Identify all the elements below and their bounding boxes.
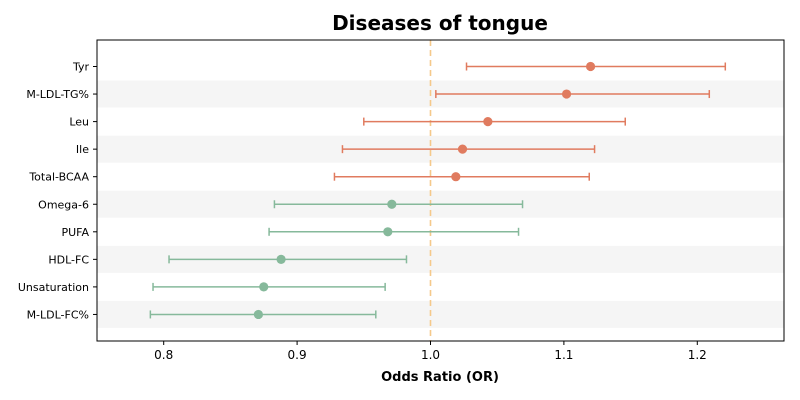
point-estimate [457, 144, 468, 154]
y-tick-label: Unsaturation [18, 281, 89, 294]
point-estimate [451, 172, 461, 182]
x-tick-label: 1.2 [688, 348, 707, 362]
point-estimate [383, 227, 393, 237]
y-tick-labels: Tyr M-LDL-TG% Leu Ile Total-BCAA Omega-6 PUFA H… [18, 61, 97, 321]
y-tick-label: HDL-FC [48, 253, 89, 266]
forest-row [341, 144, 596, 154]
y-tick-label: PUFA [61, 226, 89, 239]
axes [96, 39, 785, 342]
chart-title: Diseases of tongue [332, 11, 548, 35]
point-estimate [561, 89, 572, 99]
y-tick-label: Leu [69, 116, 89, 129]
x-tick-label: 1.1 [554, 348, 573, 362]
forest-row [333, 172, 590, 182]
forest-row [168, 254, 408, 264]
forest-row [273, 199, 524, 209]
plot-frame [96, 39, 785, 342]
forest-row [465, 61, 727, 72]
forest-row [363, 117, 627, 127]
forest-row [268, 227, 520, 237]
y-tick-label: Omega-6 [38, 198, 89, 211]
forest-row [435, 89, 711, 99]
x-ticks: 0.8 0.9 1.0 1.1 1.2 [154, 341, 707, 362]
point-estimate [483, 117, 493, 127]
x-tick-label: 0.8 [154, 348, 173, 362]
forest-row [152, 282, 386, 292]
y-tick-label: Total-BCAA [28, 171, 89, 184]
x-tick-label: 0.9 [288, 348, 307, 362]
point-estimate [276, 254, 286, 264]
forest-row [149, 309, 377, 320]
point-estimate [585, 61, 596, 72]
point-estimate [387, 199, 397, 209]
point-estimate [253, 309, 264, 320]
y-tick-label: M-LDL-FC% [27, 308, 89, 321]
x-tick-label: 1.0 [421, 348, 440, 362]
y-tick-label: Tyr [72, 61, 90, 74]
data-rows [149, 61, 727, 320]
x-axis-label: Odds Ratio (OR) [381, 370, 499, 385]
y-tick-label: Ile [76, 143, 89, 156]
point-estimate [259, 282, 269, 292]
y-tick-label: M-LDL-TG% [26, 88, 89, 101]
